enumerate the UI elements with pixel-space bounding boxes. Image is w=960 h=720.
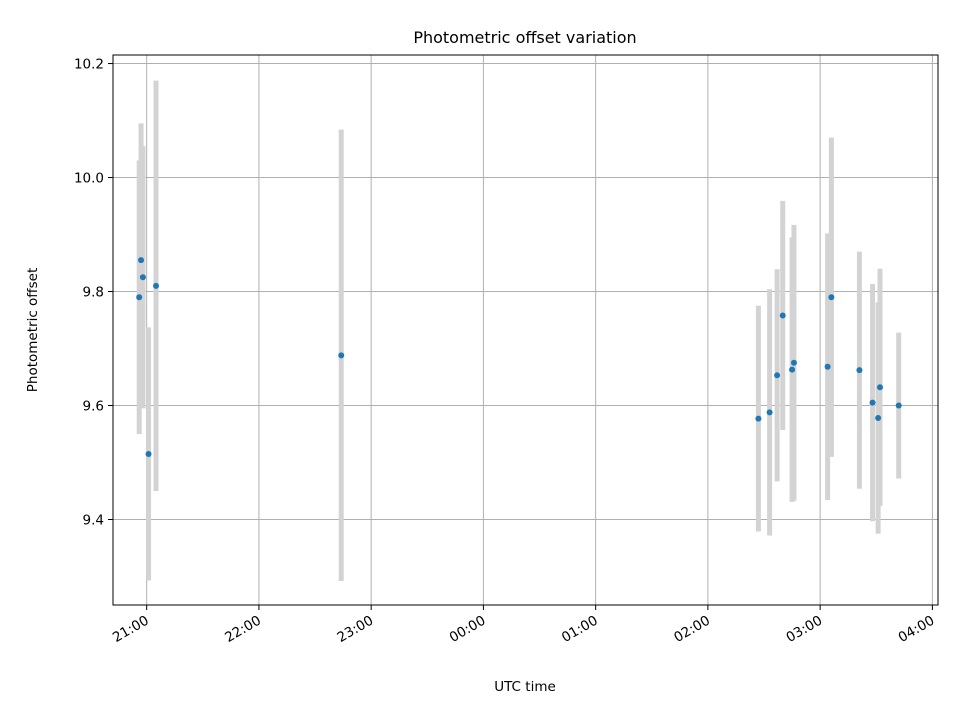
data-point — [766, 409, 773, 416]
data-point — [828, 294, 835, 301]
data-point — [824, 363, 831, 370]
grid — [113, 55, 938, 605]
data-point — [875, 415, 882, 422]
chart-title: Photometric offset variation — [413, 28, 636, 47]
y-tick-label: 9.4 — [83, 513, 104, 529]
data-point — [877, 384, 884, 391]
data-point — [755, 415, 762, 422]
y-axis-ticks: 9.4 9.6 9.8 10.0 10.2 — [74, 57, 113, 529]
y-axis-label: Photometric offset — [25, 268, 41, 392]
y-tick-label: 9.8 — [83, 285, 104, 301]
data-point — [338, 352, 345, 359]
y-tick-label: 9.6 — [83, 399, 104, 415]
data-point — [774, 372, 781, 379]
data-point — [138, 257, 145, 264]
x-axis-label: UTC time — [494, 679, 556, 695]
data-point — [139, 274, 146, 281]
data-point — [869, 399, 876, 406]
data-points — [136, 257, 902, 457]
plot-frame — [112, 54, 939, 606]
data-point — [136, 294, 143, 301]
data-point — [145, 450, 152, 457]
y-tick-label: 10.0 — [74, 171, 104, 187]
data-point — [895, 402, 902, 409]
data-point — [790, 359, 797, 366]
data-point — [856, 367, 863, 374]
data-point — [153, 282, 160, 289]
y-tick-label: 10.2 — [74, 57, 104, 73]
data-point — [789, 366, 796, 373]
data-point — [779, 312, 786, 319]
